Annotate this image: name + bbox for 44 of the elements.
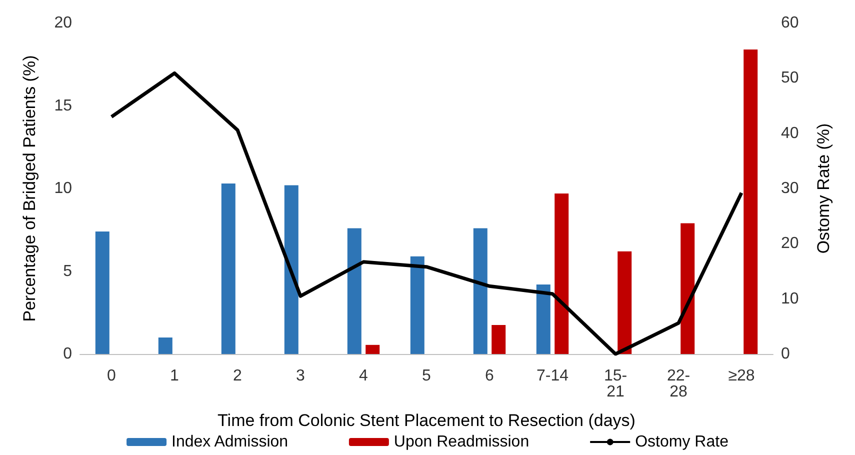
x-tick-label: 3	[296, 368, 306, 384]
x-tick-label: 15-21	[604, 368, 628, 400]
bar	[347, 228, 362, 354]
y-tick-label: 15	[54, 97, 72, 114]
y-tick-label: 0	[63, 346, 72, 362]
bar	[95, 232, 110, 354]
x-tick-label: 2	[233, 368, 242, 384]
x-tick-label: 0	[107, 368, 116, 384]
y-tick-label: 10	[54, 180, 72, 197]
y-tick-label: 5	[63, 262, 72, 280]
x-tick-label: 1	[170, 368, 180, 384]
bar	[366, 344, 380, 354]
line-series	[110, 71, 744, 356]
bar	[284, 185, 298, 354]
y-axis-title: Percentage of Bridged Patients (%)	[20, 55, 39, 322]
legend-label: Ostomy Rate	[635, 434, 729, 450]
y2-axis-title: Ostomy Rate (%)	[814, 123, 833, 254]
bar	[744, 49, 758, 354]
x-tick-label: 22-28	[666, 368, 690, 400]
bar	[554, 193, 569, 354]
bar	[221, 184, 236, 354]
y2-tick-label: 40	[781, 124, 799, 142]
bar	[618, 251, 632, 354]
y2-tick-label: 50	[781, 70, 799, 87]
y2-tick-label: 10	[781, 290, 799, 308]
bar	[410, 256, 424, 354]
y2-tick-label: 30	[781, 180, 799, 197]
bar	[680, 223, 695, 354]
bar	[536, 284, 550, 354]
x-tick-label: 7-14	[536, 368, 569, 384]
x-tick-label: 4	[359, 368, 368, 384]
legend-label: Index Admission	[172, 434, 288, 450]
x-tick-label: ≥28	[728, 368, 755, 384]
bar	[158, 337, 172, 354]
y-tick-label: 20	[54, 14, 72, 32]
bar	[473, 228, 488, 354]
x-tick-label: 5	[422, 368, 432, 384]
x-tick-label: 6	[485, 368, 494, 384]
legend-label: Upon Readmission	[394, 434, 530, 450]
y2-tick-label: 60	[781, 14, 799, 32]
bar	[492, 325, 506, 354]
x-axis-title: Time from Colonic Stent Placement to Resection (days)	[218, 411, 636, 430]
y2-tick-label: 20	[781, 235, 799, 252]
y2-tick-label: 0	[781, 346, 790, 362]
